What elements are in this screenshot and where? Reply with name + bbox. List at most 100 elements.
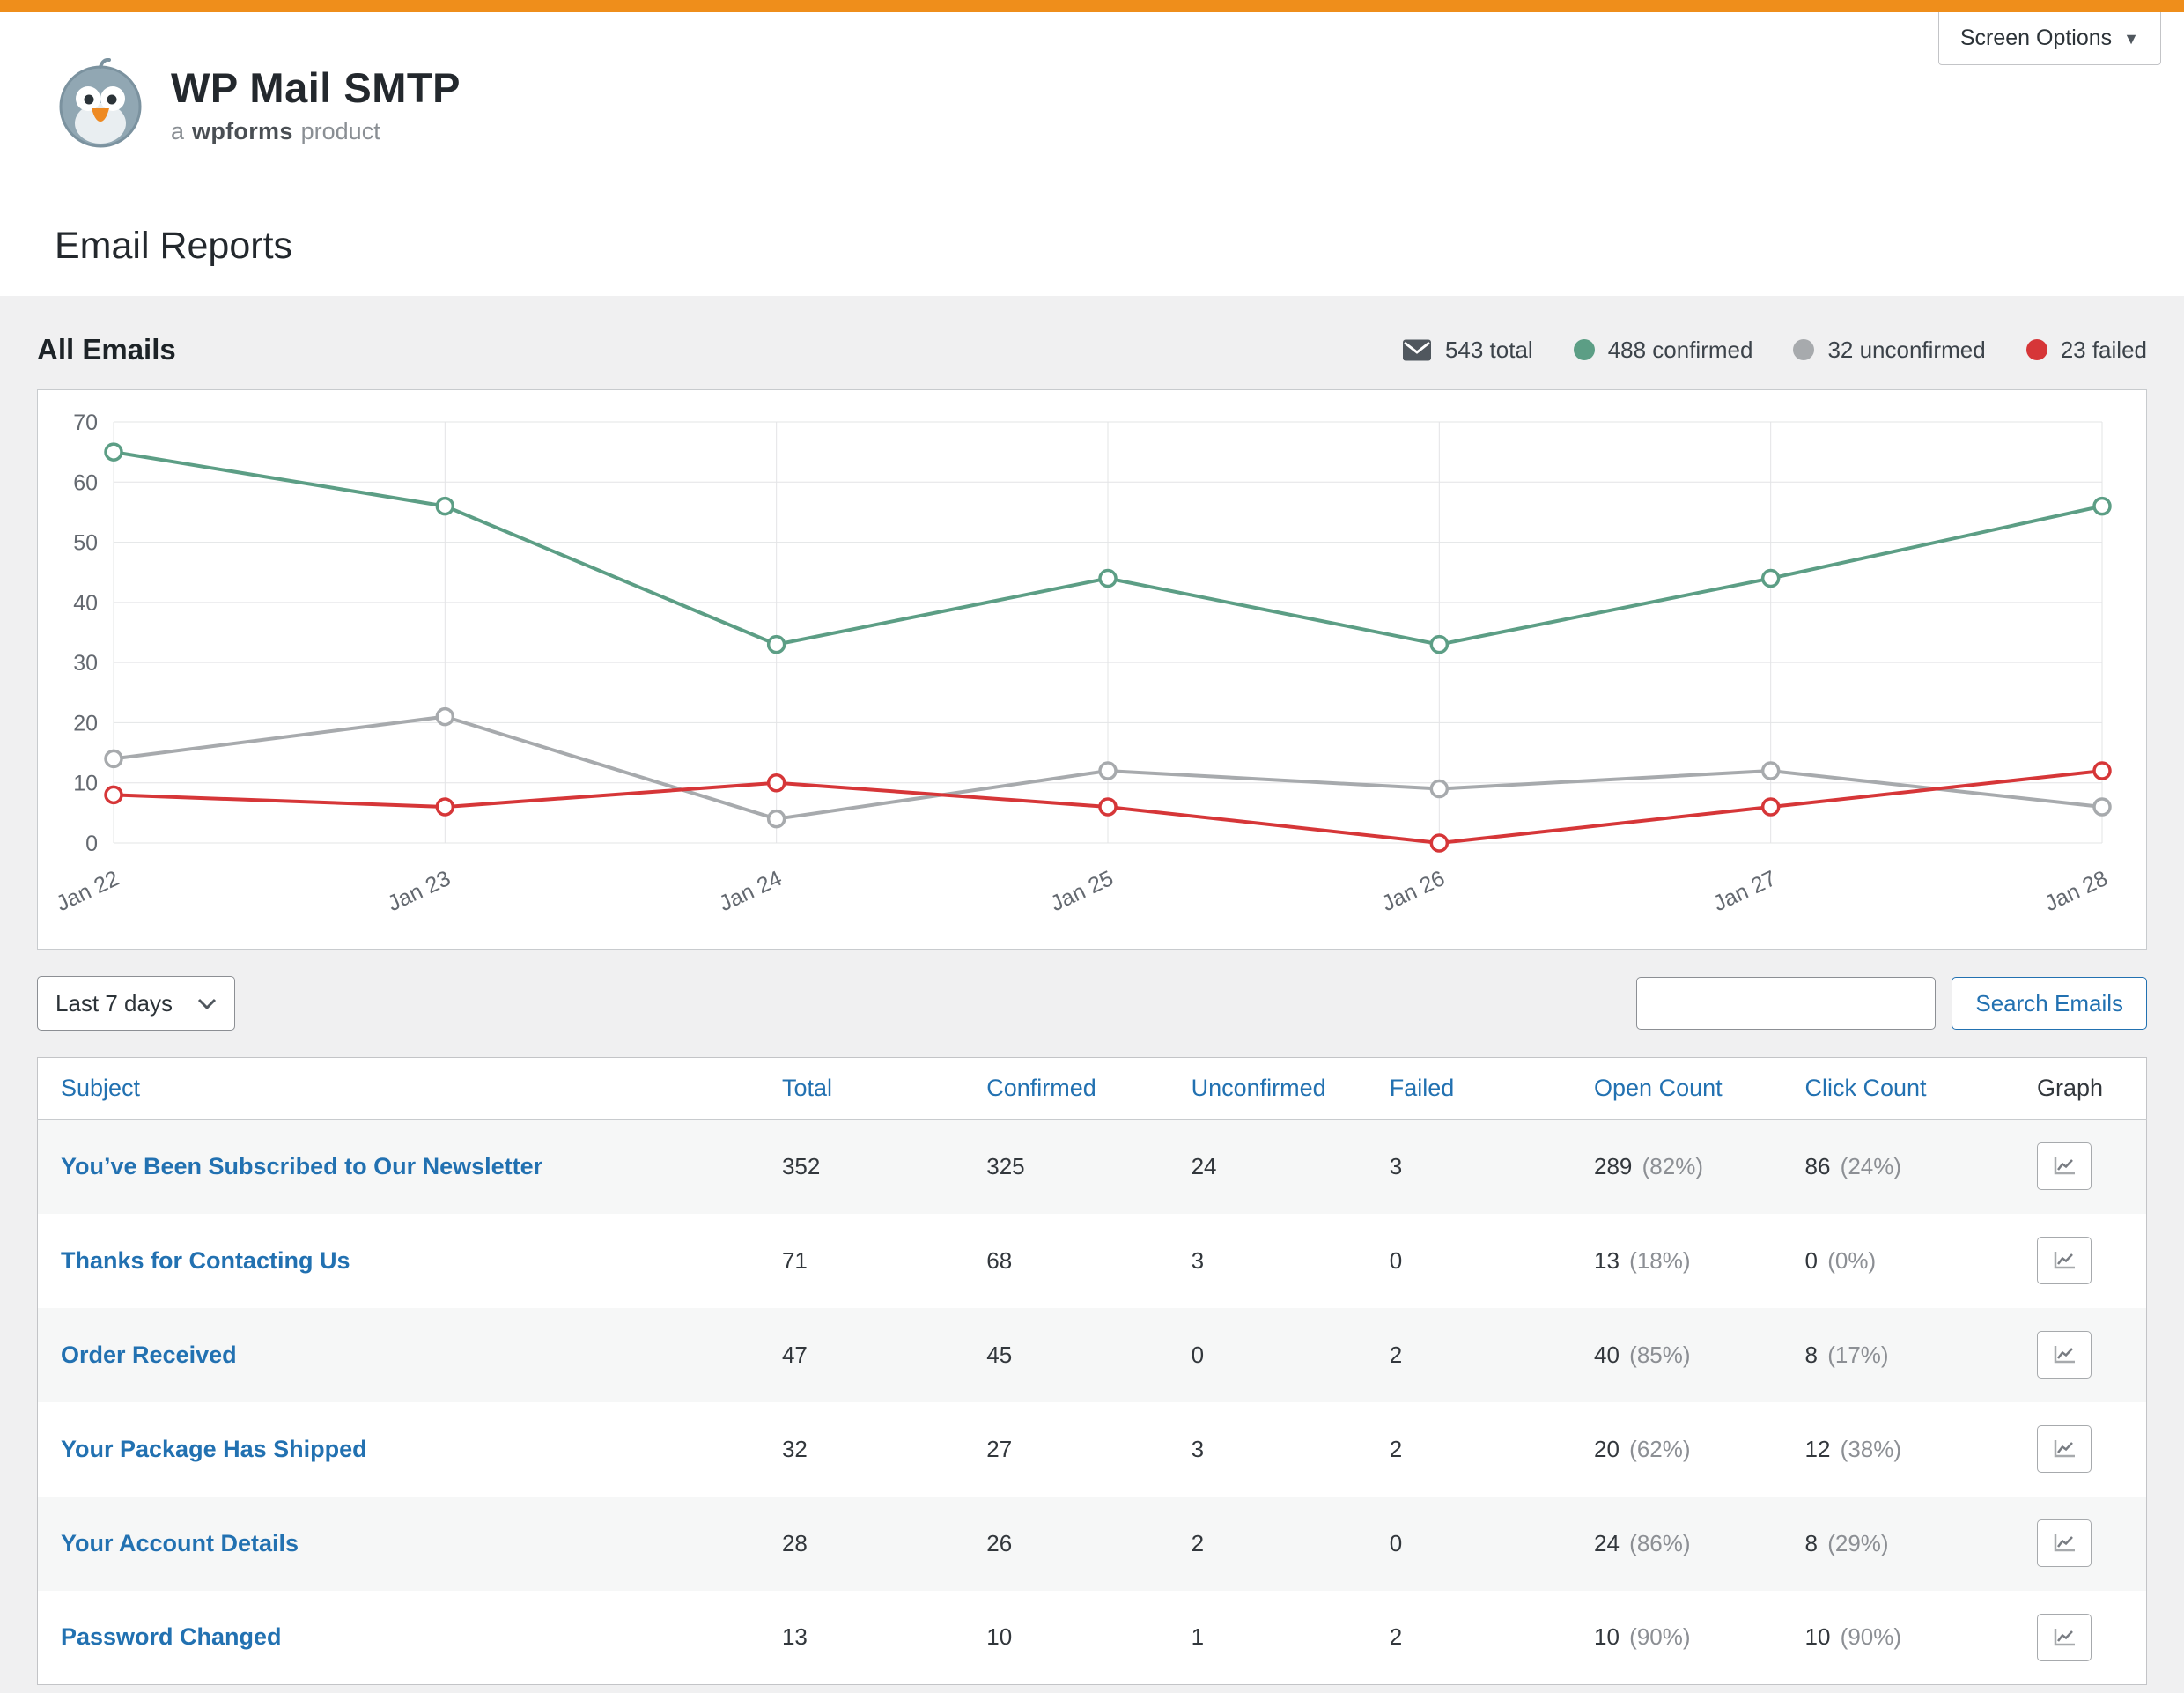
email-subject-link[interactable]: Password Changed xyxy=(61,1623,282,1651)
confirmed-cell: 68 xyxy=(986,1246,1013,1274)
date-range-select[interactable]: Last 7 days xyxy=(37,976,235,1031)
y-axis-tick-label: 10 xyxy=(73,772,98,796)
data-point-unconfirmed xyxy=(104,749,123,769)
column-sort-total[interactable]: Total xyxy=(781,1075,832,1101)
subject-cell: You’ve Been Subscribed to Our Newsletter xyxy=(38,1120,771,1214)
legend-label: 32 unconfirmed xyxy=(1827,336,1986,363)
email-report-chart-card: 0 10 20 30 40 50 60 70 Jan 22 Jan 23 Jan 24 Jan 25 J… xyxy=(37,389,2147,950)
mini-chart-icon xyxy=(2054,1157,2075,1175)
open-percent: (85%) xyxy=(1629,1341,1691,1368)
search-emails-button[interactable]: Search Emails xyxy=(1952,977,2147,1030)
failed-cell: 3 xyxy=(1389,1152,1403,1179)
column-header-open-count: Open Count xyxy=(1583,1058,1795,1120)
mini-chart-icon xyxy=(2054,1252,2075,1269)
section-head: All Emails 543 total 488 confirmed 32 unco… xyxy=(37,333,2147,366)
app-title-block: WP Mail SMTP a wpforms product xyxy=(171,63,461,145)
confirmed-cell: 10 xyxy=(986,1623,1013,1651)
failed-cell: 2 xyxy=(1389,1341,1403,1368)
wpforms-brand: wpforms xyxy=(192,117,293,144)
data-point-unconfirmed xyxy=(1760,761,1781,780)
open-percent: (62%) xyxy=(1629,1435,1691,1462)
email-subject-link[interactable]: Order Received xyxy=(61,1341,237,1368)
data-point-failed xyxy=(1429,833,1450,853)
confirmed-cell: 26 xyxy=(986,1529,1013,1556)
column-sort-failed[interactable]: Failed xyxy=(1389,1075,1455,1101)
data-point-unconfirmed xyxy=(1098,761,1118,780)
row-graph-button[interactable] xyxy=(2036,1425,2092,1473)
email-subject-link[interactable]: Your Account Details xyxy=(61,1529,299,1556)
legend-item: 488 confirmed xyxy=(1573,336,1753,364)
y-axis-tick-label: 50 xyxy=(73,531,98,556)
row-graph-button[interactable] xyxy=(2036,1331,2092,1379)
x-axis-tick-label: Jan 25 xyxy=(1047,866,1118,916)
subject-cell: Order Received xyxy=(38,1308,771,1402)
graph-cell xyxy=(2026,1308,2147,1402)
line-chart: 0 10 20 30 40 50 60 70 Jan 22 Jan 23 Jan 24 Jan 25 J… xyxy=(53,410,2112,916)
click-percent: (90%) xyxy=(1840,1623,1902,1651)
confirmed-cell: 27 xyxy=(986,1435,1013,1462)
click-count-cell: 8 (29%) xyxy=(1804,1529,1889,1556)
data-point-failed xyxy=(1098,797,1118,817)
failed-cell: 2 xyxy=(1389,1623,1403,1651)
total-cell: 352 xyxy=(781,1152,821,1179)
email-subject-link[interactable]: You’ve Been Subscribed to Our Newsletter xyxy=(61,1152,543,1179)
open-count-cell: 40 (85%) xyxy=(1594,1341,1691,1368)
email-reports-content: All Emails 543 total 488 confirmed 32 unco… xyxy=(0,296,2184,1685)
total-cell: 47 xyxy=(781,1341,808,1368)
subject-cell: Your Account Details xyxy=(38,1497,771,1591)
mini-chart-icon xyxy=(2054,1440,2075,1458)
failed-cell: 0 xyxy=(1389,1246,1403,1274)
search-input[interactable] xyxy=(1636,977,1937,1030)
legend-dot-icon xyxy=(1573,339,1595,360)
table-row: Order Received 47 45 0 2 40 (85%) 8 (17%) xyxy=(37,1307,2147,1402)
table-row: Thanks for Contacting Us 71 68 3 0 13 (18%) 0 … xyxy=(38,1214,2147,1308)
data-point-unconfirmed xyxy=(435,706,455,727)
data-point-confirmed xyxy=(1098,568,1118,588)
y-axis-tick-label: 40 xyxy=(73,591,98,616)
app-title: WP Mail SMTP xyxy=(171,63,461,111)
data-point-unconfirmed xyxy=(766,809,786,829)
column-sort-click-count[interactable]: Click Count xyxy=(1804,1075,1927,1101)
column-sort-unconfirmed[interactable]: Unconfirmed xyxy=(1191,1075,1326,1101)
data-point-failed xyxy=(766,773,786,793)
mini-chart-icon xyxy=(2054,1346,2075,1364)
tagline-prefix: a xyxy=(171,117,185,144)
legend-label: 488 confirmed xyxy=(1607,336,1753,363)
row-graph-button[interactable] xyxy=(2036,1237,2092,1284)
column-sort-confirmed[interactable]: Confirmed xyxy=(986,1075,1096,1101)
graph-cell xyxy=(2026,1591,2147,1685)
row-graph-button[interactable] xyxy=(2036,1519,2092,1567)
confirmed-cell: 325 xyxy=(986,1152,1025,1179)
data-point-unconfirmed xyxy=(2092,797,2112,817)
open-count-cell: 20 (62%) xyxy=(1594,1435,1691,1462)
table-row: Password Changed 13 10 1 2 10 (90%) 10 (90%) xyxy=(38,1591,2147,1685)
screen-options-button[interactable]: Screen Options ▼ xyxy=(1937,12,2161,65)
y-axis-tick-label: 60 xyxy=(73,470,98,495)
row-graph-button[interactable] xyxy=(2036,1142,2092,1191)
subject-cell: Password Changed xyxy=(38,1591,771,1685)
data-point-confirmed xyxy=(1760,568,1781,588)
column-sort-subject[interactable]: Subject xyxy=(61,1075,141,1101)
column-sort-open-count[interactable]: Open Count xyxy=(1594,1075,1723,1101)
app-header: WP Mail SMTP a wpforms product xyxy=(0,12,2184,196)
x-axis-tick-label: Jan 22 xyxy=(53,866,123,916)
row-graph-button[interactable] xyxy=(2036,1613,2092,1661)
open-count-cell: 289 (82%) xyxy=(1594,1152,1703,1179)
click-count-cell: 8 (17%) xyxy=(1804,1341,1889,1368)
total-cell: 32 xyxy=(781,1435,808,1462)
column-header-total: Total xyxy=(771,1058,976,1120)
open-percent: (18%) xyxy=(1629,1246,1691,1274)
data-point-failed xyxy=(104,785,123,805)
table-row: You’ve Been Subscribed to Our Newsletter… xyxy=(37,1119,2147,1214)
unconfirmed-cell: 3 xyxy=(1191,1246,1205,1274)
x-axis-tick-label: Jan 23 xyxy=(384,866,454,916)
email-subject-link[interactable]: Your Package Has Shipped xyxy=(61,1435,367,1462)
graph-cell xyxy=(2026,1402,2147,1497)
click-count-cell: 0 (0%) xyxy=(1804,1246,1877,1274)
legend-dot-icon xyxy=(1793,339,1815,360)
unconfirmed-cell: 24 xyxy=(1191,1152,1217,1179)
click-count-cell: 10 (90%) xyxy=(1804,1623,1902,1651)
page-title-band: Email Reports xyxy=(0,196,2184,296)
open-count-cell: 13 (18%) xyxy=(1594,1246,1691,1274)
email-subject-link[interactable]: Thanks for Contacting Us xyxy=(61,1246,350,1274)
